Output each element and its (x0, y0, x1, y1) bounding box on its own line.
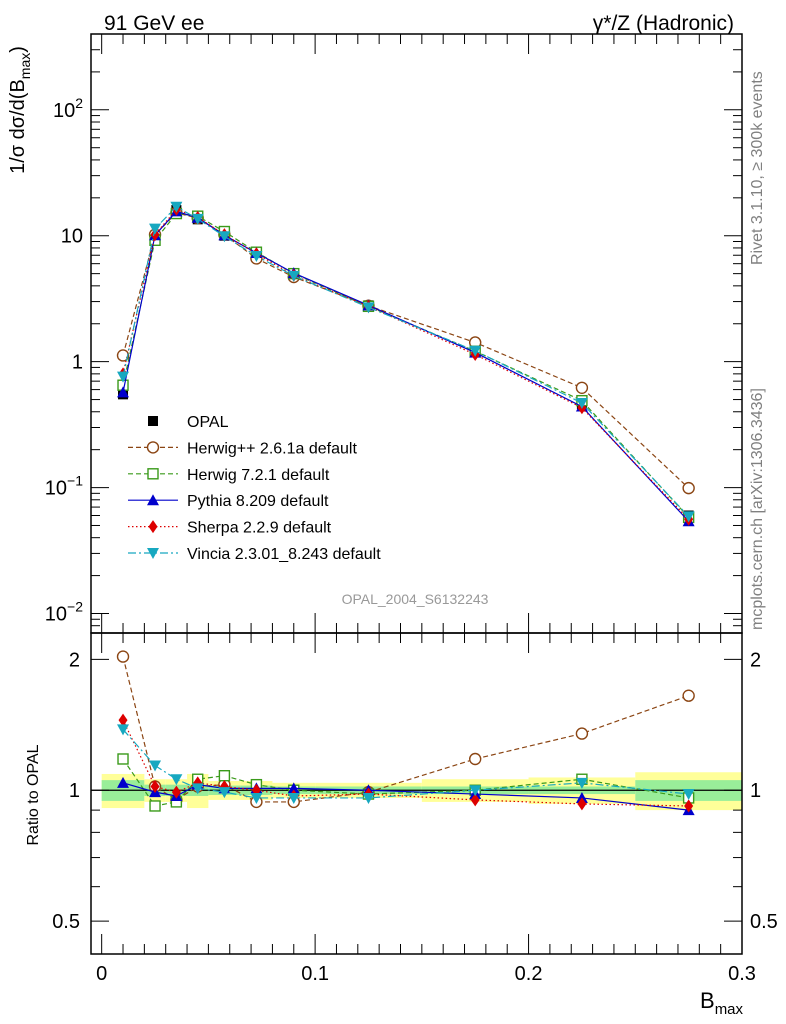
ratio-point-herwig7 (149, 800, 161, 812)
ratio-point-vincia (362, 792, 375, 804)
legend: OPAL Herwig++ 2.6.1a default Herwig 7.2.1 … (128, 414, 381, 563)
ratio-point-vincia (117, 724, 130, 736)
analysis-id: OPAL_2004_S6132243 (342, 591, 489, 607)
main-y-axis-label: 1/σ dσ/d(Bmax) (7, 46, 33, 174)
main-point-vincia (682, 511, 695, 523)
legend-marker-herwig7 (147, 468, 159, 480)
legend-marker-herwigpp (146, 441, 160, 454)
main-frame (90, 33, 743, 634)
main-y-tick-label: 10−2 (45, 598, 83, 625)
legend-marker-opal (148, 416, 158, 426)
main-series-vincia (117, 201, 695, 523)
ratio-point-vincia (250, 792, 263, 804)
main-y-tick-label: 10 (61, 226, 83, 248)
main-point-vincia (117, 371, 130, 383)
x-tick-label: 0.3 (728, 963, 756, 985)
main-point-herwigpp (575, 381, 589, 394)
ratio-point-pythia (117, 776, 130, 788)
legend-label: Pythia 8.209 default (187, 493, 329, 510)
side-label-bottom: mcplots.cern.ch [arXiv:1306.3436] (749, 388, 766, 630)
side-label-top: Rivet 3.1.10, ≥ 300k events (749, 71, 766, 265)
ratio-y-tick-label-left: 0.5 (52, 911, 80, 933)
ratio-point-sherpa (577, 797, 587, 811)
x-tick-label: 0.1 (301, 963, 329, 985)
x-axis-label: Bmax (700, 988, 744, 1018)
ratio-point-herwigpp (116, 650, 130, 663)
main-point-vincia (250, 251, 263, 263)
legend-label: Sherpa 2.2.9 default (187, 520, 332, 537)
main-y-label-text: 1/σ dσ/d(Bmax) (7, 46, 33, 174)
main-y-tick-label: 1 (72, 352, 83, 374)
legend-item-opal: OPAL (148, 414, 229, 431)
main-point-herwigpp (116, 349, 130, 362)
ratio-point-vincia (682, 789, 695, 801)
ratio-point-vincia (575, 777, 588, 789)
ratio-point-sherpa (470, 793, 480, 807)
main-point-vincia (170, 201, 183, 213)
ratio-point-sherpa (684, 799, 694, 813)
ratio-point-sherpa (118, 713, 128, 727)
main-point-vincia (191, 213, 204, 225)
ratio-y-tick-label-right: 2 (750, 649, 761, 671)
main-point-vincia (149, 223, 162, 235)
legend-item-herwig7: Herwig 7.2.1 default (128, 467, 330, 484)
ratio-point-vincia (218, 787, 231, 799)
main-point-sherpa (150, 228, 160, 242)
ratio-y-tick-label-right: 1 (750, 780, 761, 802)
main-panel: 10−2 10−1 1 10 102 OPAL_2004_S6132243 1/σ dσ… (7, 33, 743, 634)
legend-marker-vincia (147, 548, 159, 559)
ratio-point-herwigpp (682, 689, 695, 702)
legend-label: Herwig++ 2.6.1a default (187, 440, 357, 457)
left-title: 91 GeV ee (104, 12, 204, 35)
main-point-pythia (117, 386, 130, 398)
ratio-y-tick-label-left: 2 (69, 649, 80, 671)
ratio-frame (90, 632, 743, 955)
ratio-point-herwig7 (218, 770, 231, 782)
main-point-vincia (469, 345, 482, 357)
ratio-point-vincia (149, 760, 162, 772)
main-point-herwigpp (682, 481, 695, 495)
ratio-line-herwigpp (122, 656, 689, 803)
ratio-panel: 0 0.1 0.2 0.3 0.5 0.5 1 1 2 2 Ratio to OPAL Bmax (25, 632, 778, 1018)
ratio-point-vincia (191, 783, 204, 795)
ratio-y-tick-label-left: 1 (69, 780, 80, 802)
ratio-point-herwig7 (117, 753, 129, 765)
legend-item-vincia: Vincia 2.3.01_8.243 default (128, 546, 381, 563)
ratio-y-axis-label: Ratio to OPAL (25, 744, 42, 845)
legend-item-pythia: Pythia 8.209 default (128, 493, 329, 510)
x-tick-label: 0 (96, 963, 107, 985)
legend-item-herwigpp: Herwig++ 2.6.1a default (128, 440, 357, 457)
legend-marker-sherpa (148, 520, 158, 534)
ratio-point-sherpa (150, 779, 160, 793)
ratio-series-vincia (117, 724, 695, 804)
legend-marker-pythia (147, 494, 159, 506)
main-y-tick-label: 102 (53, 95, 83, 122)
ratio-point-herwigpp (575, 727, 589, 740)
legend-label: Herwig 7.2.1 default (187, 467, 330, 484)
ratio-point-sherpa (171, 785, 181, 799)
main-point-vincia (218, 231, 231, 243)
ratio-point-vincia (469, 785, 482, 797)
ratio-y-tick-label-right: 0.5 (750, 911, 778, 933)
ratio-point-vincia (170, 774, 183, 786)
ratio-point-vincia (287, 792, 300, 804)
legend-label: OPAL (187, 414, 229, 431)
ratio-point-pythia (287, 782, 300, 794)
main-y-tick-label: 10−1 (45, 473, 83, 500)
x-tick-label: 0.2 (515, 963, 543, 985)
legend-item-sherpa: Sherpa 2.2.9 default (128, 520, 332, 537)
main-point-vincia (287, 270, 300, 282)
ratio-line-sherpa (122, 719, 689, 807)
main-line-sherpa (122, 208, 690, 520)
right-title: γ*/Z (Hadronic) (593, 12, 734, 35)
main-point-vincia (575, 397, 588, 409)
legend-label: Vincia 2.3.01_8.243 default (187, 546, 381, 563)
x-label-text: Bmax (700, 988, 744, 1018)
ratio-point-herwigpp (468, 752, 482, 766)
main-point-vincia (362, 302, 375, 314)
ratio-series-sherpa (118, 713, 694, 813)
